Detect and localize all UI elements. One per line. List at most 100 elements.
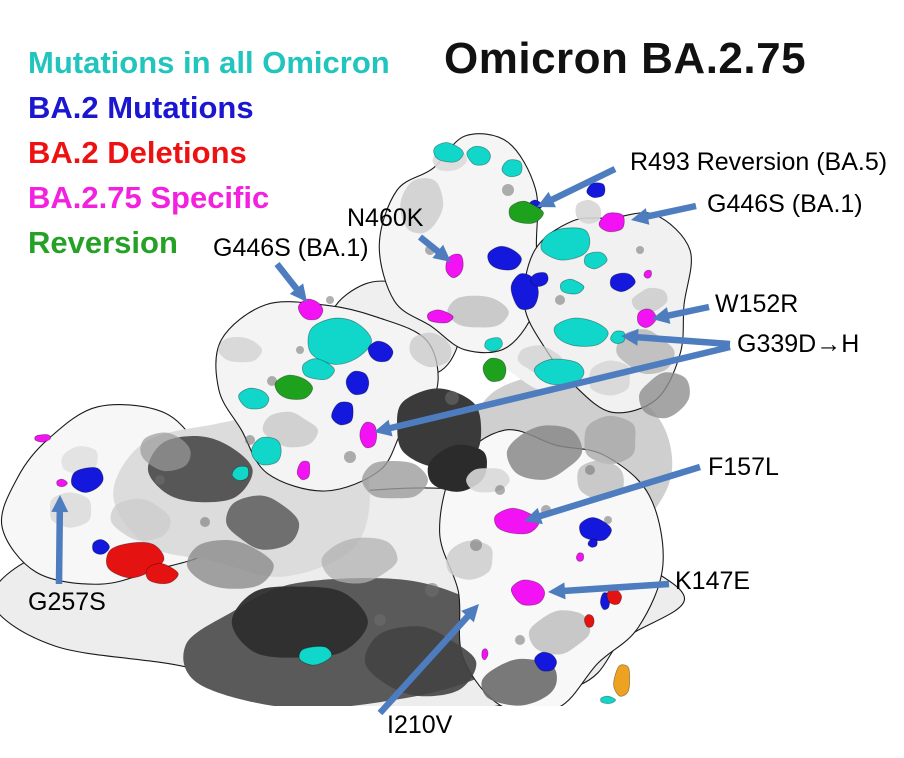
legend-item-ba2-deletions: BA.2 Deletions bbox=[28, 135, 247, 170]
annotation-label: R493 Reversion (BA.5) bbox=[630, 148, 887, 176]
figure-title: Omicron BA.2.75 bbox=[444, 34, 807, 83]
surface-shading bbox=[231, 586, 368, 658]
surface-shading bbox=[61, 446, 98, 475]
surface-pore bbox=[555, 295, 565, 305]
surface-shading bbox=[481, 658, 557, 706]
mutation-patch-ba2 bbox=[587, 538, 598, 548]
mutation-patch-spec bbox=[445, 253, 464, 279]
mutation-patch-spec bbox=[598, 212, 625, 233]
surface-shading bbox=[506, 425, 583, 480]
mutation-legend: Mutations in all Omicron BA.2 Mutations … bbox=[28, 40, 390, 265]
annotation-label: G446S (BA.1) bbox=[707, 190, 863, 218]
mutation-patch-ba2 bbox=[530, 272, 549, 287]
mutation-patch-omi bbox=[301, 358, 335, 381]
mutation-patch-spec bbox=[34, 434, 52, 443]
annotation-arrow-head bbox=[524, 507, 543, 525]
mutation-patch-ba2 bbox=[534, 651, 557, 672]
surface-pore bbox=[200, 517, 210, 527]
mutation-patch-ba2 bbox=[345, 370, 370, 396]
annotation-arrow-head bbox=[631, 208, 650, 225]
mutation-patch-spec bbox=[296, 460, 311, 481]
annotation-label: G339D→H bbox=[737, 330, 859, 358]
mutation-patch-spec bbox=[575, 552, 585, 562]
annotation-arrow-shaft bbox=[644, 202, 697, 221]
surface-shading bbox=[400, 178, 444, 234]
surface-pore bbox=[267, 376, 277, 386]
annotation-arrow-shaft bbox=[537, 463, 701, 520]
surface-shading bbox=[226, 495, 300, 550]
mutation-patch-spec bbox=[359, 421, 378, 449]
mutation-patch-ba2 bbox=[579, 517, 612, 542]
legend-item-ba2-mutations: BA.2 Mutations bbox=[28, 90, 254, 125]
annotation-label: K147E bbox=[675, 567, 750, 595]
legend-item-all-omicron: Mutations in all Omicron bbox=[28, 45, 390, 80]
annotation-label: G446S (BA.1) bbox=[213, 234, 369, 262]
mutation-patch-spec bbox=[510, 579, 546, 606]
surface-pore bbox=[374, 614, 386, 626]
surface-pore bbox=[495, 485, 505, 495]
mutation-patch-oth bbox=[613, 664, 631, 697]
annotation-label: N460K bbox=[347, 204, 424, 232]
surface-shading bbox=[321, 537, 398, 584]
mutation-patch-rev bbox=[274, 374, 313, 400]
annotation-arrow-shaft bbox=[55, 509, 64, 585]
annotation-arrow-shaft bbox=[635, 333, 731, 348]
annotation-arrow-head bbox=[621, 328, 639, 346]
surface-pore bbox=[296, 346, 304, 354]
mutation-patch-omi bbox=[238, 387, 270, 410]
mutation-patch-spec bbox=[426, 309, 454, 324]
surface-shading bbox=[140, 432, 191, 472]
surface-pore bbox=[344, 451, 356, 463]
annotation-arrow-head bbox=[432, 244, 451, 262]
annotation-arrow-head bbox=[51, 495, 69, 513]
mutation-patch-ba2 bbox=[70, 467, 104, 493]
surface-pore bbox=[604, 516, 612, 524]
background-mask bbox=[0, 706, 904, 758]
annotation-label: I210V bbox=[387, 711, 453, 739]
legend-item-ba275-specific: BA.2.75 Specific bbox=[28, 180, 270, 215]
annotation-arrow-shaft bbox=[417, 234, 442, 256]
mutation-patch-del bbox=[584, 614, 595, 628]
surface-pore bbox=[326, 296, 334, 304]
mutation-patch-omi bbox=[251, 436, 282, 466]
surface-shading bbox=[409, 332, 452, 368]
mutation-patch-spec bbox=[643, 269, 652, 279]
annotation-arrow-head bbox=[461, 604, 479, 623]
mutation-patch-ba2 bbox=[487, 245, 522, 271]
mutation-patch-ba2 bbox=[609, 272, 636, 293]
surface-pore bbox=[470, 539, 482, 551]
mutation-patch-omi bbox=[600, 695, 617, 704]
mutation-patch-spec bbox=[297, 298, 324, 321]
mutation-patch-omi bbox=[231, 465, 250, 481]
surface-shading bbox=[110, 498, 171, 541]
annotation-arrow-head bbox=[548, 582, 566, 600]
mutation-patch-ba2 bbox=[367, 340, 394, 363]
mutation-patch-spec bbox=[56, 478, 68, 488]
surface-shading bbox=[262, 411, 319, 448]
surface-shading bbox=[446, 540, 493, 580]
annotation-arrow-head bbox=[652, 307, 671, 324]
surface-shading bbox=[186, 540, 274, 589]
mutation-patch-del bbox=[606, 588, 622, 605]
annotation-arrow-head bbox=[374, 419, 393, 437]
annotation-arrow-shaft bbox=[387, 343, 731, 432]
surface-pore bbox=[445, 391, 459, 405]
mutation-patch-omi bbox=[559, 278, 585, 295]
mutation-patch-omi bbox=[307, 317, 373, 365]
mutation-patch-omi bbox=[540, 227, 591, 261]
surface-pore bbox=[515, 635, 525, 645]
mutation-patch-omi bbox=[583, 251, 608, 270]
surface-shading bbox=[447, 295, 509, 328]
surface-pore bbox=[585, 465, 595, 475]
annotation-arrow-shaft bbox=[666, 303, 710, 320]
annotation-arrow-shaft bbox=[377, 612, 472, 716]
mutation-patch-spec bbox=[636, 308, 657, 328]
surface-shading bbox=[218, 337, 263, 363]
mutation-patch-spec bbox=[494, 507, 540, 535]
surface-pore bbox=[502, 184, 514, 196]
surface-shading bbox=[639, 372, 690, 419]
surface-pore bbox=[155, 475, 165, 485]
mutation-patch-del bbox=[145, 562, 179, 585]
